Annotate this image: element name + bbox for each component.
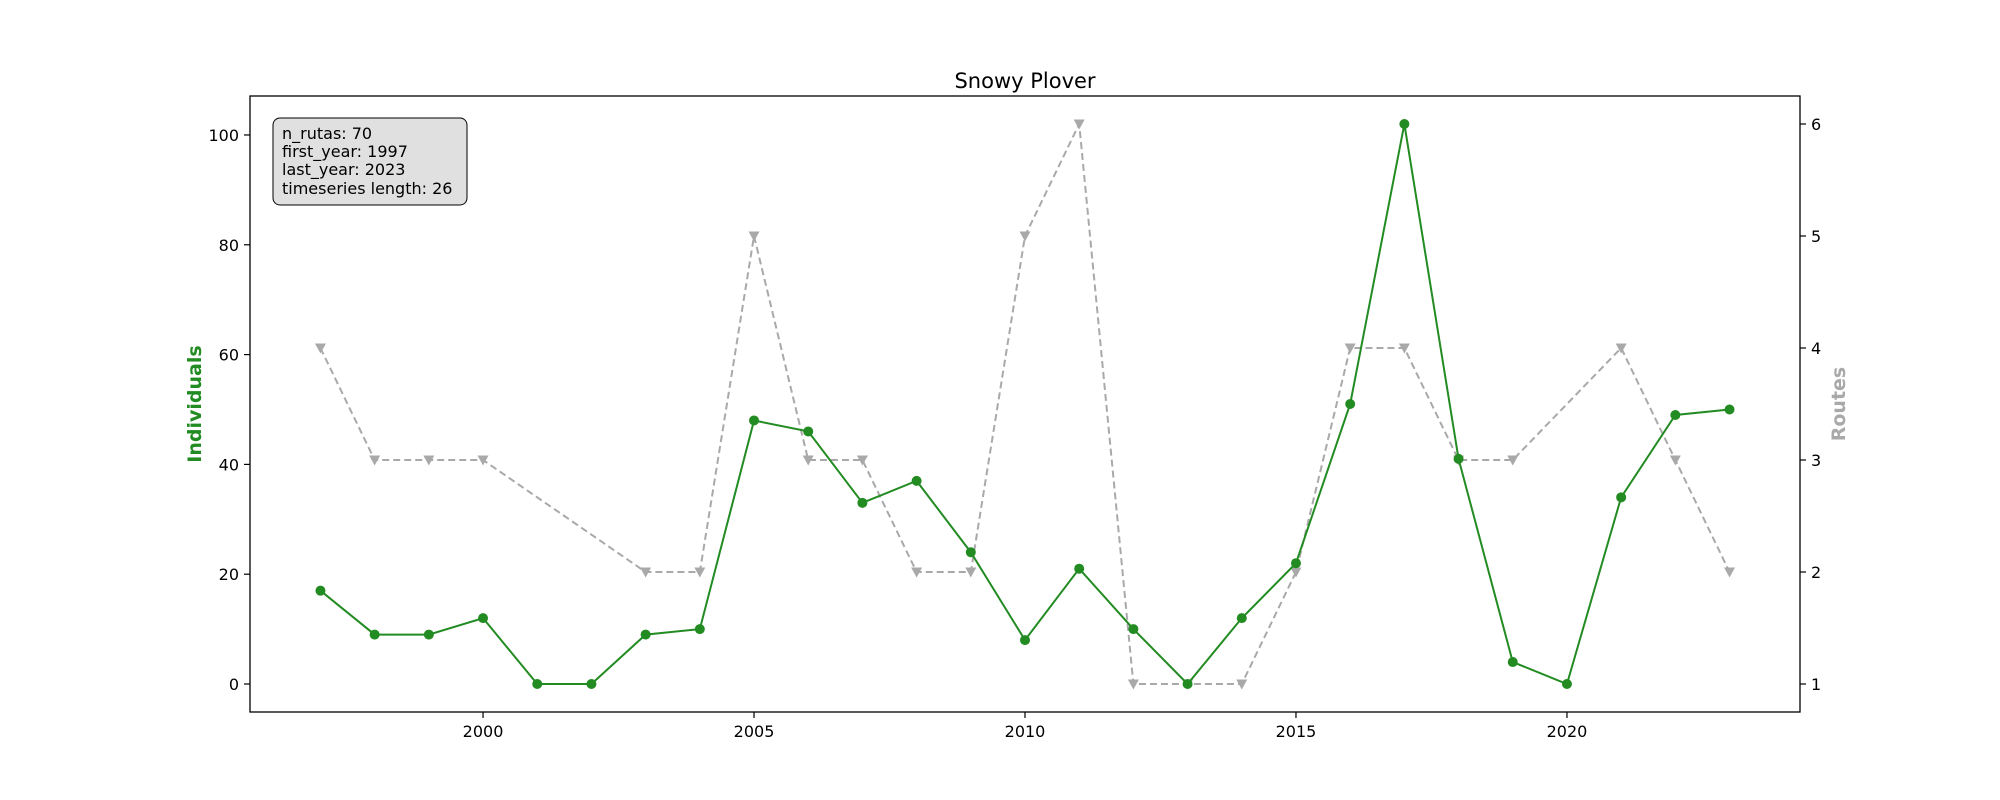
y-tick-label: 0	[229, 675, 239, 694]
routes-point	[1615, 343, 1627, 354]
individuals-point	[749, 415, 760, 426]
routes-point	[1019, 231, 1031, 242]
info-box: n_rutas: 70 first_year: 1997 last_year: …	[272, 117, 468, 206]
routes-series	[314, 119, 1736, 690]
routes-point	[694, 567, 706, 578]
routes-line	[319, 120, 1731, 685]
routes-point	[748, 231, 760, 242]
individuals-point	[965, 547, 976, 558]
y-tick-label: 80	[219, 236, 239, 255]
individuals-series	[315, 119, 1735, 689]
individuals-point	[1020, 635, 1030, 646]
individuals-point	[1670, 409, 1681, 420]
y-tick-label: 100	[208, 126, 239, 145]
individuals-point	[1399, 119, 1410, 129]
y2-tick-label: 5	[1811, 227, 1821, 246]
routes-point	[911, 567, 923, 578]
y2-tick-label: 3	[1811, 451, 1821, 470]
y2-tick-label: 6	[1811, 115, 1821, 134]
y-axis-left: 0 20 40 60 80 100	[208, 126, 250, 694]
individuals-point	[1128, 624, 1139, 635]
routes-point	[856, 455, 868, 466]
y-tick-label: 20	[219, 565, 239, 584]
individuals-point	[857, 497, 868, 508]
x-tick-label: 2000	[463, 722, 504, 741]
routes-point	[1073, 119, 1085, 130]
info-line-first-year: first_year: 1997	[282, 142, 408, 162]
x-tick-label: 2020	[1547, 722, 1588, 741]
individuals-line	[319, 123, 1730, 686]
routes-point	[369, 455, 381, 466]
individuals-point	[1345, 399, 1356, 409]
routes-point	[1669, 455, 1681, 466]
x-axis: 2000 2005 2010 2015 2020	[463, 712, 1588, 741]
individuals-point	[1453, 453, 1464, 464]
info-line-n-rutas: n_rutas: 70	[282, 124, 372, 144]
individuals-point	[586, 679, 597, 689]
routes-point	[640, 567, 652, 578]
chart-title: Snowy Plover	[954, 69, 1095, 93]
y-axis-label-left: Individuals	[184, 345, 206, 462]
individuals-point	[803, 426, 814, 437]
individuals-point	[1507, 657, 1518, 668]
y2-tick-label: 2	[1811, 563, 1821, 582]
routes-point	[1236, 679, 1248, 690]
routes-point	[802, 455, 814, 466]
individuals-point	[423, 629, 434, 640]
info-box-background	[272, 117, 468, 206]
individuals-point	[478, 613, 489, 624]
info-line-timeseries-length: timeseries length: 26	[282, 179, 452, 198]
individuals-point	[1074, 563, 1085, 574]
routes-point	[314, 343, 326, 354]
individuals-point	[1290, 558, 1301, 569]
info-line-last-year: last_year: 2023	[282, 160, 405, 180]
routes-point	[1724, 567, 1736, 578]
individuals-point	[315, 585, 326, 596]
individuals-point	[1182, 679, 1193, 689]
individuals-point	[694, 624, 705, 635]
y2-tick-label: 4	[1811, 339, 1821, 358]
individuals-point	[1724, 404, 1735, 415]
routes-point	[965, 567, 977, 578]
y-tick-label: 60	[219, 346, 239, 365]
individuals-point	[1561, 679, 1572, 689]
individuals-point	[911, 475, 922, 486]
routes-point	[1344, 343, 1356, 354]
y-tick-label: 40	[219, 455, 239, 474]
routes-point	[1507, 455, 1519, 466]
routes-point	[1290, 567, 1302, 578]
x-tick-label: 2015	[1276, 722, 1317, 741]
x-tick-label: 2005	[734, 722, 775, 741]
routes-point	[477, 455, 489, 466]
x-tick-label: 2010	[1005, 722, 1046, 741]
y-axis-label-right: Routes	[1828, 367, 1850, 442]
individuals-point	[369, 629, 380, 640]
routes-point	[1127, 679, 1139, 690]
individuals-point	[532, 679, 543, 689]
individuals-point	[640, 629, 651, 640]
individuals-point	[1236, 613, 1247, 624]
individuals-point	[1616, 492, 1627, 503]
y-axis-right: 1 2 3 4 5 6	[1800, 115, 1821, 694]
y2-tick-label: 1	[1811, 675, 1821, 694]
routes-point	[1398, 343, 1410, 354]
routes-point	[423, 455, 435, 466]
